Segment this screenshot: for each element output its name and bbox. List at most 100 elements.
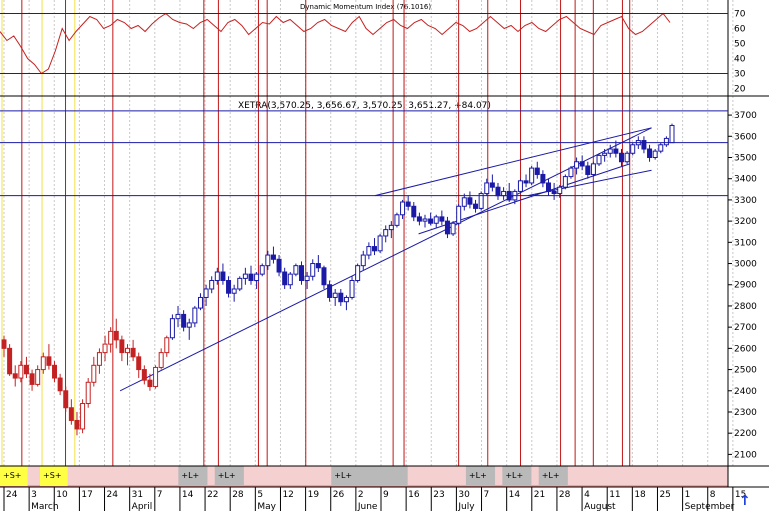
candle-body	[327, 284, 333, 298]
candle-body	[501, 190, 507, 197]
candle-body	[74, 419, 80, 430]
candle-body	[175, 313, 181, 320]
candle-body	[343, 296, 349, 303]
y-tick-label: 3400	[734, 175, 757, 185]
candle-body	[147, 379, 153, 388]
candle-body	[602, 152, 608, 156]
candle-body	[461, 197, 467, 207]
signal-band-label: +L+	[334, 471, 352, 480]
candle-body	[416, 216, 422, 222]
month-label: September	[685, 502, 735, 511]
candle-body	[562, 176, 568, 188]
ind-tick-label: 20	[734, 85, 746, 95]
price-panel: XETRA(3,570.25, 3,656.67, 3,570.25, 3,65…	[238, 101, 491, 111]
candle-body	[85, 381, 91, 404]
candle-body	[568, 167, 574, 178]
candle-body	[270, 254, 276, 260]
candle-body	[450, 222, 456, 235]
x-tick-label: 17	[81, 490, 92, 500]
x-tick-label: 16	[408, 490, 420, 500]
candle-body	[360, 254, 366, 267]
candle-body	[529, 167, 535, 184]
signal-band-label: +L+	[505, 471, 523, 480]
signal-band	[331, 466, 408, 486]
candle-body	[57, 377, 63, 392]
x-tick-label: 4	[584, 490, 590, 500]
candle-body	[371, 246, 377, 252]
x-tick-label: 7	[157, 490, 163, 500]
x-tick-label: 24	[6, 490, 18, 500]
quote-readout: XETRA(3,570.25, 3,656.67, 3,570.25, 3,65…	[238, 101, 491, 111]
signal-band	[502, 466, 532, 486]
y-tick-label: 3100	[734, 238, 757, 248]
candle-body	[136, 356, 142, 371]
y-tick-label: 3500	[734, 154, 757, 164]
candle-body	[63, 390, 69, 409]
x-tick-label: 7	[484, 490, 490, 500]
trendline	[374, 127, 652, 197]
candle-body	[52, 364, 58, 379]
candle-body	[276, 258, 282, 273]
candle-body	[630, 144, 636, 154]
x-tick-label: 21	[534, 490, 545, 500]
candle-body	[254, 273, 260, 282]
y-tick-label: 3700	[734, 111, 757, 121]
candle-body	[237, 277, 243, 290]
candle-body	[332, 292, 338, 298]
indicator-panel: Dynamic Momentum Index (76.1016)	[300, 3, 431, 11]
signal-band	[0, 466, 28, 486]
trendline	[418, 163, 630, 235]
y-tick-label: 2500	[734, 366, 757, 376]
x-tick-label: 1	[685, 490, 691, 500]
candle-body	[113, 330, 119, 341]
y-tick-label: 3000	[734, 260, 757, 270]
candle-body	[411, 205, 417, 218]
candle-body	[181, 313, 187, 328]
candle-body	[12, 373, 18, 379]
candle-body	[349, 280, 355, 298]
candle-body	[265, 254, 271, 267]
signal-band	[538, 466, 568, 486]
x-tick-label: 15	[735, 490, 746, 500]
ind-tick-label: 60	[734, 25, 746, 35]
candle-body	[383, 229, 389, 237]
candle-body	[366, 246, 372, 256]
x-tick-label: 19	[308, 490, 320, 500]
candle-body	[203, 288, 209, 298]
candle-body	[377, 235, 383, 252]
x-tick-label: 5	[257, 490, 263, 500]
dmi-line	[0, 12, 671, 75]
candle-body	[574, 161, 580, 169]
candle-body	[647, 148, 653, 159]
candle-body	[141, 369, 147, 381]
candle-body	[18, 364, 24, 379]
candle-body	[624, 152, 630, 163]
x-tick-label: 3	[31, 490, 37, 500]
candle-body	[663, 137, 669, 146]
x-tick-label: 18	[634, 490, 646, 500]
y-axis: 2100 2200 2300 2400 2500 2600 2700 2800 2900 3000…	[0, 0, 769, 488]
y-tick-label: 2600	[734, 344, 757, 354]
candle-body	[46, 356, 52, 366]
y-tick-label: 2700	[734, 323, 757, 333]
candle-body	[551, 190, 557, 195]
candle-body	[613, 148, 619, 154]
signal-band-label: +L+	[469, 471, 487, 480]
candle-body	[546, 182, 552, 192]
candle-body	[321, 267, 327, 286]
candle-body	[523, 180, 529, 184]
month-label: May	[257, 502, 276, 511]
candle-body	[433, 216, 439, 224]
candle-body	[444, 220, 450, 235]
scroll-up-icon[interactable]: ↑	[739, 493, 751, 509]
candle-body	[394, 214, 400, 226]
x-tick-label: 26	[333, 490, 345, 500]
candle-body	[220, 271, 226, 282]
signal-band-row: +S+ +S+ +L+ +L+ +L+ +L+ +L+ +L+	[0, 465, 729, 487]
candle-body	[68, 407, 74, 421]
signal-band	[214, 466, 244, 486]
candle-body	[192, 307, 198, 324]
y-tick-label: 3300	[734, 196, 757, 206]
x-tick-label: 30	[458, 490, 470, 500]
